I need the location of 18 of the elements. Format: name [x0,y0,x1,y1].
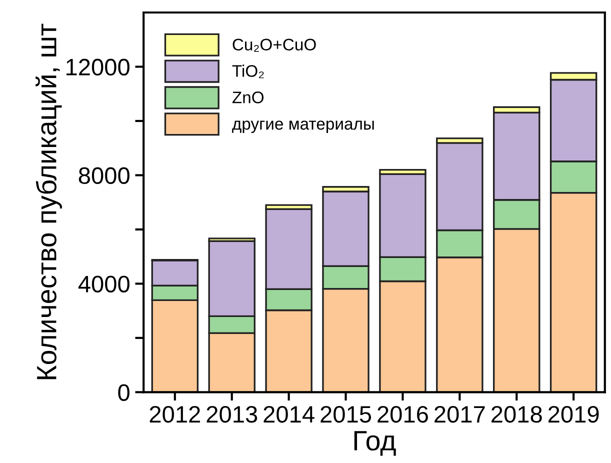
y-tick-label: 0 [118,384,130,401]
legend-label: другие материалы [232,120,374,134]
x-tick-label: 2013 [206,406,258,423]
x-tick-label: 2016 [378,406,428,423]
legend-label: ZnO [232,92,264,104]
legend-label: TiO₂ [232,64,264,78]
y-axis-title: Количество публикаций, шт [36,24,62,380]
x-tick-label: 2012 [150,406,200,423]
x-axis-title: Год [354,431,396,456]
y-tick-label: 4000 [78,276,130,292]
y-tick-label: 12000 [66,58,130,76]
x-tick-label: 2018 [492,406,542,423]
x-tick-label: 2015 [320,406,372,423]
x-tick-label: 2017 [434,406,485,423]
x-tick-label: 2014 [264,406,314,423]
y-tick-label: 8000 [78,167,130,184]
legend-label: Cu₂O+CuO [232,38,316,52]
x-tick-label: 2019 [548,406,599,423]
